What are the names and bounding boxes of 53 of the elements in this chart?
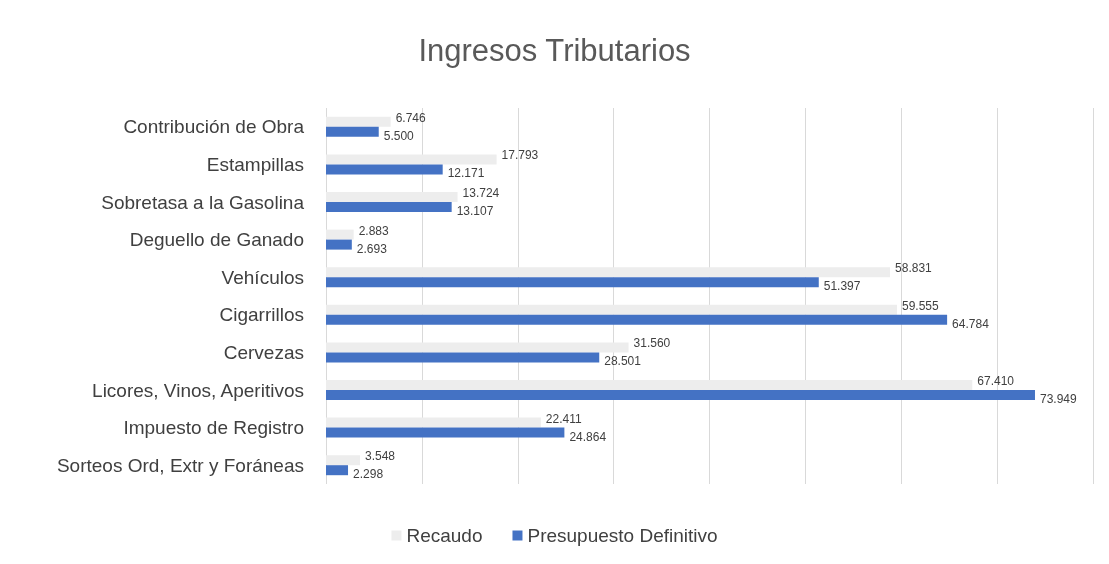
bar — [326, 267, 891, 278]
bar — [326, 455, 361, 466]
data-label: 73.949 — [1039, 392, 1078, 406]
bar — [326, 116, 391, 127]
chart-title: Ingresos Tributarios — [418, 33, 691, 68]
bar — [326, 390, 1035, 400]
y-tick-label: Cigarrillos — [219, 304, 304, 326]
y-tick-label: Impuesto de Registro — [123, 417, 304, 439]
data-label: 2.298 — [353, 467, 384, 482]
bar — [326, 352, 600, 363]
bar — [326, 380, 973, 390]
data-label: 17.793 — [501, 148, 539, 163]
bar — [326, 314, 948, 325]
data-label: 28.501 — [604, 354, 642, 369]
data-label: 59.555 — [901, 298, 940, 313]
data-label: 67.410 — [977, 374, 1015, 388]
bar — [326, 202, 452, 212]
bar — [326, 229, 354, 240]
y-tick-label: Contribución de Obra — [123, 116, 305, 138]
data-label: 24.864 — [569, 429, 607, 444]
bar — [326, 427, 565, 438]
bar — [326, 192, 458, 202]
legend-label: Presupuesto Definitivo — [527, 525, 718, 546]
bar — [326, 342, 629, 353]
data-label: 13.724 — [462, 186, 500, 200]
data-label: 31.560 — [633, 336, 671, 351]
bar — [326, 239, 352, 250]
data-label: 2.883 — [358, 223, 389, 238]
legend-label: Recaudo — [406, 525, 483, 546]
data-label: 22.411 — [545, 411, 582, 426]
bar — [326, 126, 379, 137]
data-label: 2.693 — [356, 241, 388, 256]
bar — [326, 417, 541, 428]
data-label: 58.831 — [895, 261, 933, 276]
data-label: 6.746 — [395, 110, 427, 125]
y-tick-label: Deguello de Ganado — [129, 229, 304, 251]
y-tick-label: Estampillas — [206, 153, 304, 175]
y-tick-label: Vehículos — [221, 266, 304, 288]
y-tick-label: Sobretasa a la Gasolina — [101, 191, 305, 213]
bar — [326, 277, 819, 288]
bar — [326, 154, 497, 165]
y-tick-label: Sorteos Ord, Extr y Foráneas — [56, 454, 304, 476]
bar — [326, 465, 349, 476]
bar — [326, 304, 897, 315]
y-tick-label: Licores, Vinos, Aperitivos — [92, 379, 304, 401]
data-label: 5.500 — [383, 128, 415, 143]
y-tick-label: Cervezas — [223, 341, 304, 363]
data-label: 51.397 — [823, 279, 861, 294]
data-label: 12.171 — [447, 166, 485, 181]
data-label: 3.548 — [365, 449, 396, 464]
data-label: 13.107 — [456, 204, 494, 218]
data-label: 64.784 — [952, 316, 990, 331]
bar — [326, 164, 443, 175]
